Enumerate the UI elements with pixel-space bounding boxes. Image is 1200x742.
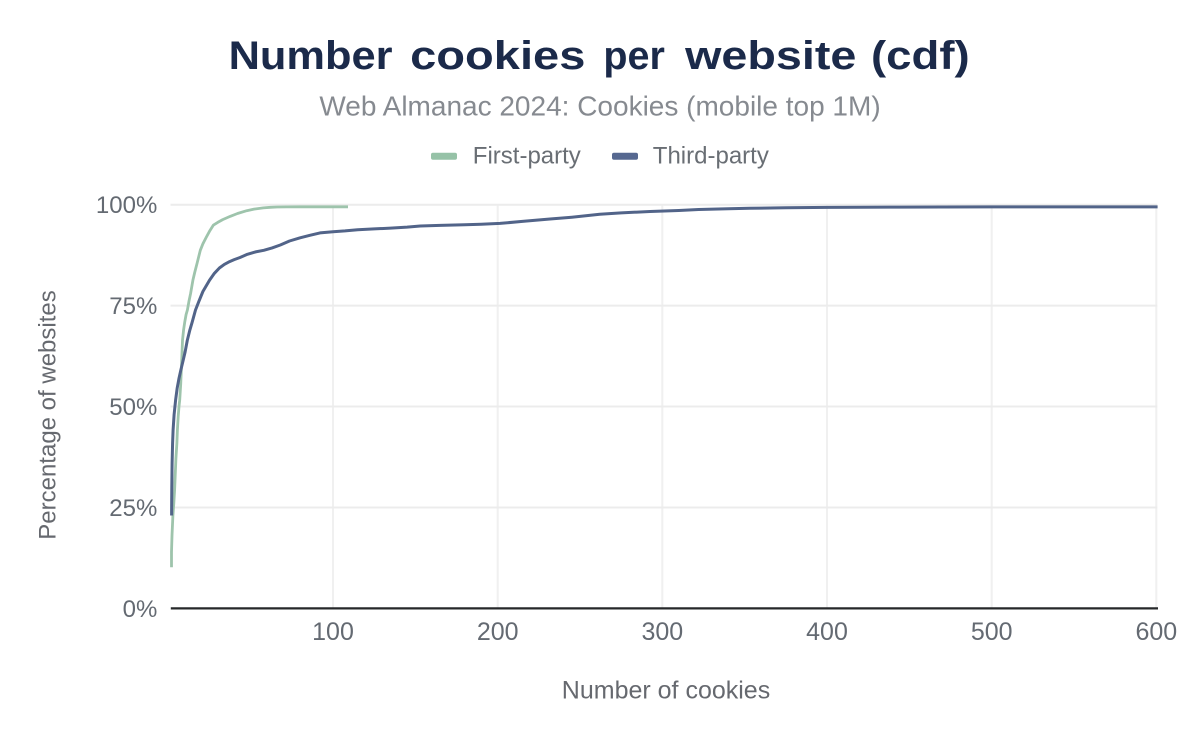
svg-text:600: 600 (1135, 618, 1177, 646)
svg-text:cookies: cookies (410, 33, 585, 78)
svg-text:Number: Number (229, 33, 393, 78)
svg-text:50%: 50% (109, 394, 157, 421)
svg-text:25%: 25% (109, 495, 157, 522)
svg-text:First-party: First-party (473, 143, 581, 170)
svg-text:Percentage of websites: Percentage of websites (35, 290, 62, 539)
svg-text:0%: 0% (123, 596, 158, 623)
svg-text:Web Almanac 2024: Cookies (mob: Web Almanac 2024: Cookies (mobile top 1M… (319, 91, 880, 122)
svg-text:website: website (684, 34, 856, 78)
svg-text:per: per (603, 34, 664, 78)
svg-text:Third-party: Third-party (653, 143, 769, 170)
svg-text:300: 300 (641, 618, 683, 646)
svg-text:400: 400 (806, 618, 848, 646)
svg-text:(cdf): (cdf) (871, 34, 970, 79)
svg-text:100: 100 (312, 618, 354, 646)
svg-text:Number of cookies: Number of cookies (562, 677, 770, 705)
svg-text:200: 200 (477, 618, 519, 646)
svg-text:100%: 100% (96, 192, 157, 219)
svg-text:500: 500 (971, 618, 1013, 646)
svg-text:75%: 75% (109, 293, 157, 320)
